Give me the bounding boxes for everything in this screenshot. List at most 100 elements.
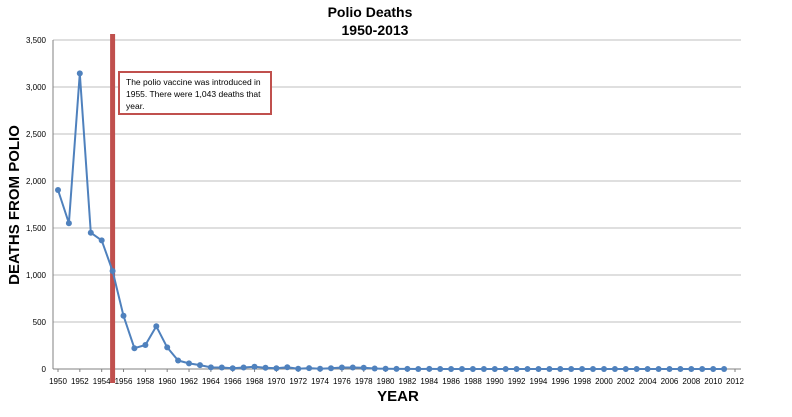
data-point: [688, 366, 695, 372]
data-point: [371, 365, 378, 372]
data-point: [557, 366, 564, 372]
x-tick-label: 1960: [158, 377, 176, 386]
data-point: [131, 345, 138, 352]
data-point: [590, 366, 596, 372]
x-tick-label: 1962: [180, 377, 198, 386]
x-tick-label: 1954: [93, 377, 111, 386]
x-tick-label: 1958: [136, 377, 154, 386]
x-tick-label: 1980: [377, 377, 395, 386]
x-tick-label: 2002: [617, 377, 635, 386]
annotation-line: 1955. There were 1,043 deaths that: [126, 89, 261, 99]
data-point: [338, 364, 345, 371]
x-tick-label: 1992: [508, 377, 526, 386]
x-tick-label: 1982: [399, 377, 417, 386]
data-point: [535, 366, 542, 372]
data-point: [382, 365, 389, 372]
x-axis-ticks: 1950 1952 1954 1956 1958 1960 1962 1964 1966 1968…: [49, 369, 744, 386]
data-point: [251, 363, 258, 370]
data-point: [393, 365, 400, 372]
data-point: [437, 366, 444, 372]
x-tick-label: 1952: [71, 377, 89, 386]
y-tick-label: 1,500: [26, 224, 47, 233]
data-point: [622, 366, 629, 372]
annotation-line: year.: [126, 101, 145, 111]
annotation-line: The polio vaccine was introduced in: [126, 77, 261, 87]
data-point: [644, 366, 651, 372]
x-tick-label: 1964: [202, 377, 220, 386]
data-point: [284, 364, 291, 371]
data-point: [262, 364, 269, 371]
data-point: [349, 364, 356, 371]
x-tick-label: 1986: [442, 377, 460, 386]
x-tick-label: 1956: [115, 377, 133, 386]
x-tick-label: 1974: [311, 377, 329, 386]
data-point: [666, 366, 673, 372]
data-point: [197, 362, 203, 369]
data-point: [480, 366, 487, 372]
data-point: [98, 237, 105, 244]
data-point: [65, 220, 72, 227]
data-point: [360, 364, 367, 371]
x-tick-label: 2000: [595, 377, 613, 386]
data-point: [218, 364, 225, 371]
data-point: [317, 365, 324, 372]
y-tick-label: 2,500: [26, 130, 47, 139]
x-tick-label: 2008: [682, 377, 700, 386]
y-tick-label: 1,000: [26, 271, 47, 280]
series-layer: [55, 70, 728, 372]
x-axis-label: YEAR: [377, 388, 419, 405]
x-tick-label: 1996: [551, 377, 569, 386]
x-tick-label: 1970: [267, 377, 285, 386]
data-point: [55, 187, 61, 193]
data-point: [120, 312, 127, 319]
y-tick-label: 2,000: [26, 177, 47, 186]
data-point: [153, 323, 160, 330]
annotation-callout: The polio vaccine was introduced in 1955…: [118, 71, 272, 115]
data-point: [579, 366, 586, 372]
x-tick-label: 1998: [573, 377, 591, 386]
data-point: [677, 366, 684, 372]
y-tick-label: 3,000: [26, 83, 47, 92]
data-point: [721, 366, 728, 372]
y-tick-label: 3,500: [26, 36, 47, 45]
data-point: [240, 364, 247, 371]
x-tick-label: 1984: [420, 377, 438, 386]
data-point: [601, 366, 607, 372]
data-point: [699, 366, 706, 372]
data-point: [710, 366, 717, 372]
data-point: [76, 70, 83, 77]
data-point: [469, 366, 476, 372]
data-point: [426, 365, 433, 372]
data-point: [87, 229, 94, 236]
data-point: [273, 365, 280, 372]
x-tick-label: 1990: [486, 377, 504, 386]
data-point: [611, 366, 618, 372]
x-tick-label: 1976: [333, 377, 351, 386]
x-tick-label: 2006: [661, 377, 679, 386]
y-axis-label: DEATHS FROM POLIO: [6, 125, 23, 285]
data-point: [655, 366, 662, 372]
data-point: [306, 365, 313, 372]
data-point: [295, 365, 302, 372]
data-point: [207, 364, 214, 371]
y-tick-label: 500: [33, 318, 47, 327]
y-tick-label: 0: [42, 365, 47, 374]
x-tick-label: 1972: [289, 377, 307, 386]
data-point: [164, 344, 171, 351]
x-tick-label: 1950: [49, 377, 67, 386]
data-point: [448, 366, 455, 372]
data-point: [524, 366, 531, 372]
data-point: [459, 366, 465, 372]
data-point: [142, 342, 149, 348]
data-point: [186, 360, 192, 367]
data-point: [415, 366, 422, 372]
data-point: [328, 365, 334, 372]
x-tick-label: 1994: [530, 377, 548, 386]
chart-subtitle: 1950-2013: [342, 22, 409, 38]
x-tick-label: 2004: [639, 377, 657, 386]
data-point: [109, 268, 116, 274]
data-point: [546, 366, 553, 372]
y-axis-ticks: 0 500 1,000 1,500 2,000 2,500 3,000 3,500: [26, 36, 47, 374]
